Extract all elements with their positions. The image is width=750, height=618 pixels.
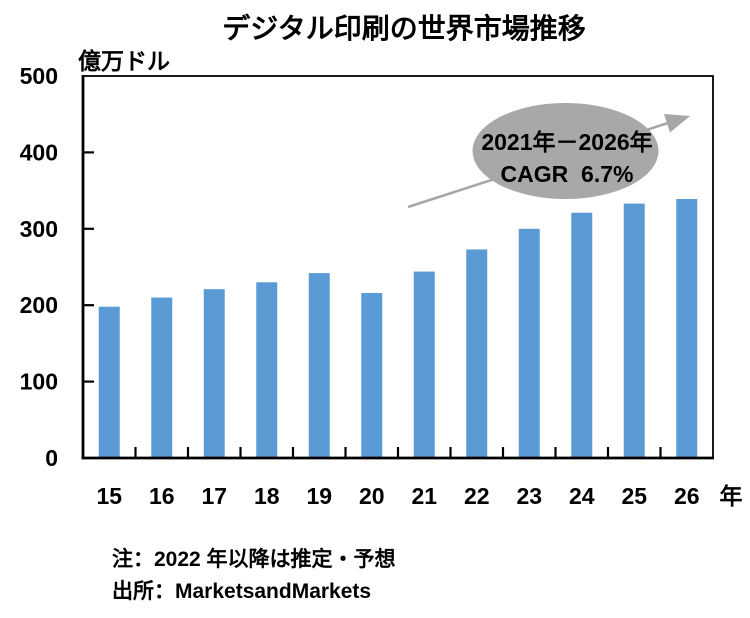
note-estimate: 注：2022 年以降は推定・予想 (112, 547, 396, 571)
x-tick-label-18: 18 (254, 483, 280, 509)
x-axis-labels: 15 16 17 18 19 20 21 22 23 24 25 26 (96, 483, 699, 509)
bar-20 (361, 292, 383, 458)
bar-25 (623, 203, 645, 458)
y-tick-label-300: 300 (20, 216, 58, 242)
y-axis-labels: 0 100 200 300 400 500 (20, 63, 58, 471)
note-source: 出所：MarketsandMarkets (112, 580, 371, 603)
x-tick-label-16: 16 (149, 483, 175, 509)
bar-22 (466, 249, 488, 458)
bar-15 (98, 306, 120, 458)
x-tick-label-24: 24 (569, 483, 595, 509)
x-tick-label-25: 25 (621, 483, 647, 509)
chart-title: デジタル印刷の世界市場推移 (222, 12, 585, 44)
cagr-ellipse (472, 103, 659, 199)
bar-23 (518, 228, 540, 458)
x-tick-label-26: 26 (674, 483, 700, 509)
x-axis-unit-label: 年 (720, 483, 743, 509)
y-axis-unit-label: 億万ドル (78, 48, 170, 74)
trend-arrow-head-icon (664, 114, 690, 133)
bar-19 (308, 273, 330, 458)
y-tick-label-200: 200 (20, 292, 58, 318)
x-tick-label-20: 20 (359, 483, 385, 509)
y-tick-label-100: 100 (20, 369, 58, 395)
y-axis-ticks (83, 151, 94, 383)
bars-group (98, 199, 698, 458)
y-tick-label-500: 500 (20, 63, 58, 89)
y-tick-label-0: 0 (45, 445, 58, 471)
x-tick-label-19: 19 (306, 483, 332, 509)
y-tick-label-400: 400 (20, 139, 58, 165)
bar-24 (571, 212, 593, 458)
bar-16 (151, 297, 173, 458)
bar-21 (413, 271, 435, 458)
x-tick-label-23: 23 (516, 483, 542, 509)
bar-26 (676, 199, 698, 458)
bar-17 (203, 289, 225, 458)
annotation-period: 2021年－2026年 (481, 129, 652, 155)
x-tick-label-21: 21 (411, 483, 437, 509)
bar-18 (256, 282, 278, 458)
annotation-cagr: CAGR 6.7% (501, 161, 634, 187)
x-tick-label-15: 15 (96, 483, 122, 509)
x-tick-label-17: 17 (201, 483, 227, 509)
x-axis-ticks (134, 447, 662, 458)
x-tick-label-22: 22 (464, 483, 490, 509)
